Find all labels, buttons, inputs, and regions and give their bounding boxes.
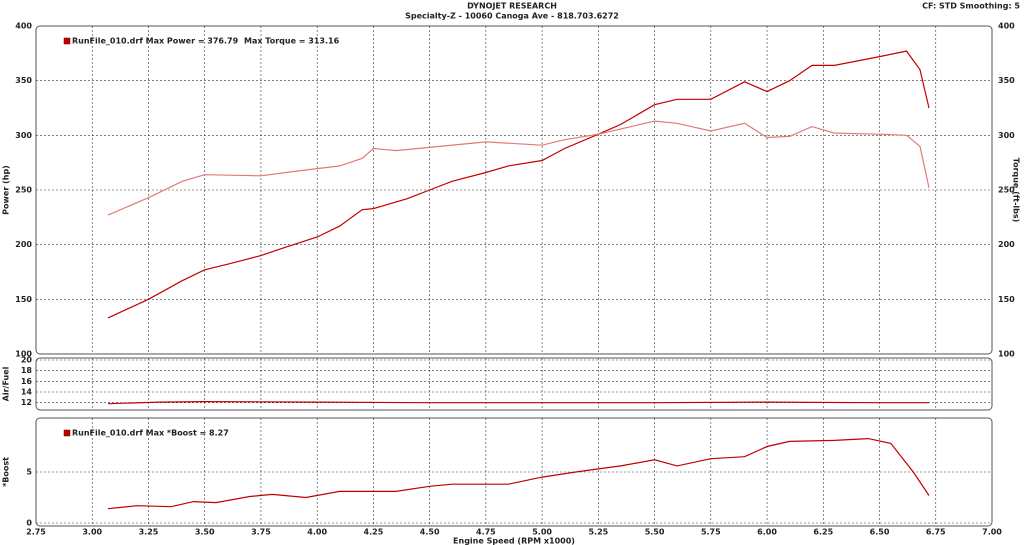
data-line [107, 400, 929, 405]
y-tick-label: 250 [15, 186, 32, 195]
x-tick-label: 4.50 [420, 528, 440, 537]
panel-frame [35, 357, 993, 411]
y-tick-label: 12 [21, 398, 32, 407]
y-tick-label: 200 [15, 240, 32, 249]
y2-tick-label: 200 [998, 240, 1015, 249]
y-axis-label: Air/Fuel [2, 366, 11, 401]
data-line [107, 50, 930, 319]
y2-tick-label: 150 [998, 295, 1015, 304]
y-tick-label: 350 [15, 76, 32, 85]
x-tick-label: 6.50 [870, 528, 890, 537]
x-tick-label: 6.75 [926, 528, 946, 537]
x-tick-label: 5.75 [701, 528, 721, 537]
x-tick-label: 4.75 [476, 528, 496, 537]
y2-tick-label: 350 [998, 76, 1015, 85]
y-tick-label: 150 [15, 295, 32, 304]
x-tick-label: 3.50 [195, 528, 215, 537]
data-line [107, 437, 930, 510]
y-tick-label: 0 [26, 519, 32, 528]
y2-tick-label: 250 [998, 186, 1015, 195]
y-tick-label: 16 [21, 377, 33, 386]
y-tick-label: 5 [26, 468, 32, 477]
chart-title: DYNOJET RESEARCH [467, 2, 557, 11]
x-tick-label: 5.25 [588, 528, 608, 537]
y2-tick-label: 300 [998, 131, 1015, 140]
legend-marker [63, 429, 71, 437]
y2-tick-label: 100 [998, 350, 1015, 359]
y-tick-label: 100 [15, 350, 32, 359]
y-axis-label: Power (hp) [2, 165, 11, 215]
y-axis-label: *Boost [2, 457, 11, 487]
y-tick-label: 400 [15, 22, 32, 31]
legend-text: Max Torque = 313.16 [244, 37, 340, 46]
x-tick-label: 5.50 [645, 528, 665, 537]
legend-text: RunFile_010.drf Max *Boost = 8.27 [72, 429, 229, 438]
x-tick-label: 3.00 [82, 528, 102, 537]
y-tick-label: 18 [21, 366, 33, 375]
y2-axis-label: Torque (ft-lbs) [1012, 158, 1021, 223]
y2-tick-label: 400 [998, 22, 1015, 31]
x-tick-label: 7.00 [982, 528, 1002, 537]
x-tick-label: 3.75 [251, 528, 271, 537]
legend-marker [63, 37, 71, 45]
x-tick-label: 4.25 [364, 528, 384, 537]
x-tick-label: 5.00 [532, 528, 552, 537]
legend-text: RunFile_010.drf Max Power = 376.79 [72, 37, 239, 46]
x-tick-label: 4.00 [307, 528, 327, 537]
chart-subtitle: Specialty-Z - 10060 Canoga Ave - 818.703… [405, 12, 619, 21]
x-tick-label: 2.75 [26, 528, 46, 537]
x-tick-label: 6.00 [757, 528, 777, 537]
y-tick-label: 300 [15, 131, 32, 140]
y-tick-label: 14 [21, 388, 33, 397]
settings-label: CF: STD Smoothing: 5 [922, 2, 1020, 11]
y-tick-label: 20 [21, 356, 33, 365]
x-tick-label: 6.25 [813, 528, 833, 537]
data-line [107, 120, 930, 216]
x-axis-label: Engine Speed (RPM x1000) [453, 537, 575, 545]
x-tick-label: 3.25 [139, 528, 159, 537]
